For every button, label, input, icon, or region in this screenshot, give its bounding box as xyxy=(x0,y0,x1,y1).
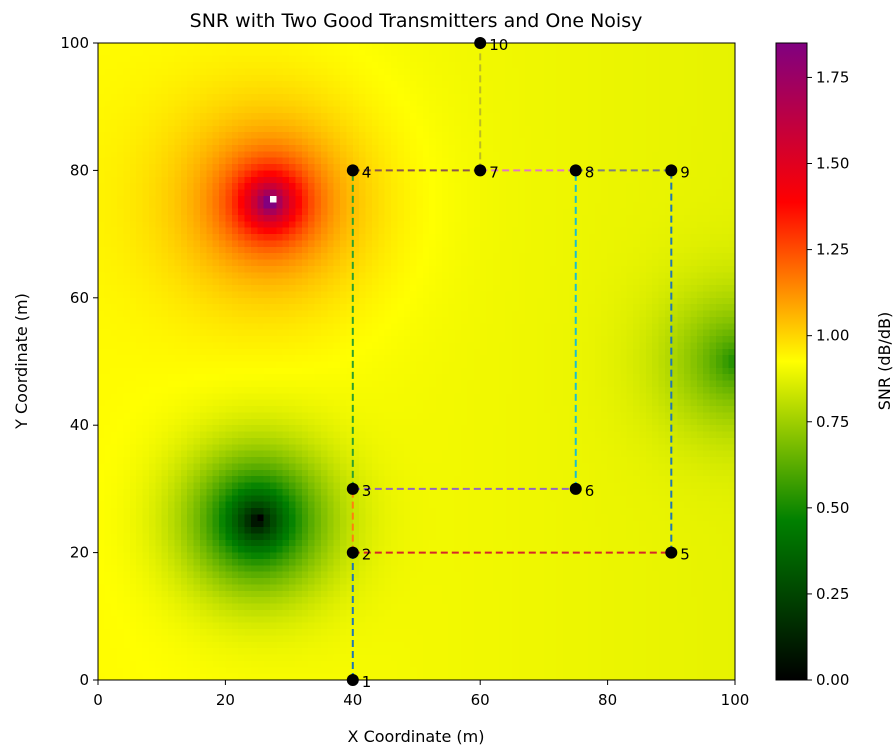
x-tick-label: 60 xyxy=(471,691,490,709)
x-tick-label: 40 xyxy=(343,691,362,709)
x-axis-ticks: 0 20 40 60 80 100 xyxy=(93,680,749,709)
node-label-7: 7 xyxy=(489,163,499,181)
colorbar-gradient xyxy=(775,42,808,681)
colorbar-tick-label: 0.75 xyxy=(816,413,849,431)
node-5 xyxy=(665,546,678,559)
node-label-9: 9 xyxy=(680,163,690,181)
colorbar-tick-label: 0.50 xyxy=(816,499,849,517)
node-label-1: 1 xyxy=(362,673,372,691)
colorbar-tick-label: 1.50 xyxy=(816,155,849,173)
node-4 xyxy=(346,164,359,177)
x-tick-label: 20 xyxy=(216,691,235,709)
snr-heatmap xyxy=(98,43,735,680)
y-tick-label: 40 xyxy=(70,416,89,434)
y-tick-label: 80 xyxy=(70,161,89,179)
colorbar-label: SNR (dB/dB) xyxy=(875,312,894,410)
node-8 xyxy=(569,164,582,177)
node-label-5: 5 xyxy=(680,546,690,564)
node-label-10: 10 xyxy=(489,36,508,54)
y-tick-label: 20 xyxy=(70,544,89,562)
node-9 xyxy=(665,164,678,177)
x-tick-label: 80 xyxy=(598,691,617,709)
y-axis-label: Y Coordinate (m) xyxy=(12,293,31,430)
colorbar-tick-label: 0.00 xyxy=(816,671,849,689)
node-label-8: 8 xyxy=(585,163,595,181)
chart-title: SNR with Two Good Transmitters and One N… xyxy=(190,10,643,32)
y-tick-label: 0 xyxy=(79,671,89,689)
x-axis-label: X Coordinate (m) xyxy=(348,727,485,746)
x-tick-label: 0 xyxy=(93,691,103,709)
route-edges xyxy=(351,43,673,680)
y-tick-label: 100 xyxy=(60,34,89,52)
node-label-2: 2 xyxy=(362,546,372,564)
colorbar-tick-label: 0.25 xyxy=(816,585,849,603)
node-3 xyxy=(346,482,359,495)
y-tick-label: 60 xyxy=(70,289,89,307)
node-2 xyxy=(346,546,359,559)
plot-frame xyxy=(97,42,736,681)
x-tick-label: 100 xyxy=(721,691,750,709)
y-axis-ticks: 0 20 40 60 80 100 xyxy=(60,34,98,689)
node-label-4: 4 xyxy=(362,163,372,181)
colorbar-ticks: 0.00 0.25 0.50 0.75 1.00 1.25 1.50 1.75 xyxy=(807,68,849,689)
colorbar-tick-label: 1.00 xyxy=(816,327,849,345)
node-6 xyxy=(569,482,582,495)
colorbar-tick-label: 1.75 xyxy=(816,68,849,86)
node-7 xyxy=(474,164,487,177)
node-label-3: 3 xyxy=(362,482,372,500)
node-label-6: 6 xyxy=(585,482,595,500)
colorbar: 0.00 0.25 0.50 0.75 1.00 1.25 1.50 1.75 SNR (dB… xyxy=(775,42,894,689)
colorbar-tick-label: 1.25 xyxy=(816,241,849,259)
